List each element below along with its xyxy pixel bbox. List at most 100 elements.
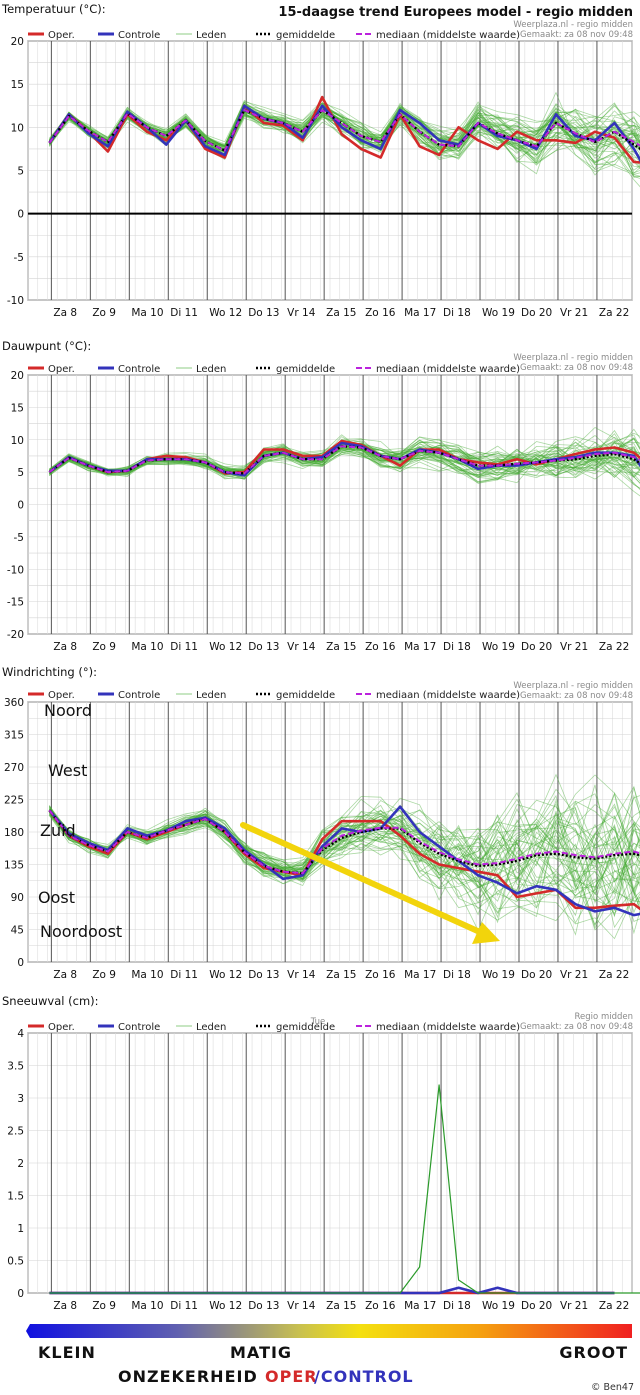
x-tick-label: Vr 21 xyxy=(560,307,588,319)
y-tick-label: 10 xyxy=(11,435,24,447)
ensemble-member-line xyxy=(49,450,640,478)
control-label: /CONTROL xyxy=(314,1367,414,1386)
direction-label-noordoost: Noordoost xyxy=(40,922,122,941)
ensemble-member-line xyxy=(49,438,640,472)
ensemble-member-line xyxy=(49,439,640,477)
legend-label-mediaan: mediaan (middelste waarde) xyxy=(376,690,520,701)
y-tick-label: 5 xyxy=(17,166,24,178)
legend-label-controle: Controle xyxy=(118,30,160,41)
source-label-3: Weerplaza.nl - regio midden xyxy=(513,681,633,691)
y-tick-label: 2.5 xyxy=(7,1126,24,1138)
legend-label-oper: Oper. xyxy=(48,30,75,41)
y-tick-label: 0 xyxy=(17,1288,24,1300)
ensemble-member-line xyxy=(49,809,640,914)
x-tick-label: Ma 17 xyxy=(404,641,436,653)
x-tick-label: Vr 21 xyxy=(560,641,588,653)
series-line-controle xyxy=(48,805,640,917)
legend-label-oper: Oper. xyxy=(48,690,75,701)
x-tick-label: Vr 21 xyxy=(560,1300,588,1312)
series-line-mediaan xyxy=(48,445,640,475)
y-tick-label: 4 xyxy=(17,1028,24,1040)
x-tick-label: Zo 16 xyxy=(365,1300,396,1312)
legend-label-gemiddelde: gemiddelde xyxy=(276,364,335,375)
ensemble-member-line xyxy=(49,446,640,474)
ensemble-member-line xyxy=(49,436,640,474)
legend-label-leden: Leden xyxy=(196,690,226,701)
ensemble-member-line xyxy=(49,448,640,489)
y-tick-label: -10 xyxy=(7,564,24,576)
stamp-label: Tue xyxy=(310,1017,326,1027)
ensemble-member-line xyxy=(49,792,640,879)
scale-matig: MATIG xyxy=(230,1343,292,1362)
legend-label-leden: Leden xyxy=(196,30,226,41)
x-tick-label: Zo 9 xyxy=(92,969,116,981)
y-tick-label: 0 xyxy=(17,957,24,969)
uncertainty-label: ONZEKERHEID xyxy=(118,1367,258,1386)
series-line-mediaan xyxy=(48,109,640,152)
ensemble-member-line xyxy=(49,108,640,168)
ensemble-member-line xyxy=(49,102,640,160)
legend-label-gemiddelde: gemiddelde xyxy=(276,690,335,701)
ensemble-member-line xyxy=(49,798,640,936)
ensemble-member-line xyxy=(49,797,640,935)
ensemble-member-line xyxy=(49,773,640,883)
y-tick-label: -5 xyxy=(14,252,24,264)
series-line-oper xyxy=(48,809,640,911)
x-tick-label: Do 20 xyxy=(521,1300,552,1312)
direction-label-noord: Noord xyxy=(44,701,92,720)
x-tick-label: Ma 10 xyxy=(131,1300,163,1312)
x-tick-label: Za 15 xyxy=(326,969,356,981)
y-tick-label: 10 xyxy=(11,122,24,134)
y-tick-label: 3 xyxy=(17,1093,24,1105)
series-line-controle xyxy=(48,104,640,163)
y-tick-label: 135 xyxy=(4,860,24,872)
legend-snow: Oper. Controle Leden gemiddelde mediaan (mid… xyxy=(28,1022,520,1033)
ensemble-member-line xyxy=(49,805,640,890)
x-tick-label: Ma 17 xyxy=(404,1300,436,1312)
legend-label-mediaan: mediaan (middelste waarde) xyxy=(376,1022,520,1033)
legend-wind: Oper. Controle Leden gemiddelde mediaan (mid… xyxy=(28,690,520,701)
legend-label-oper: Oper. xyxy=(48,364,75,375)
ensemble-member-line xyxy=(49,800,640,900)
x-tick-label: Do 13 xyxy=(248,307,279,319)
made-label: Gemaakt: za 08 nov 09:48 xyxy=(520,30,633,40)
legend-label-controle: Controle xyxy=(118,1022,160,1033)
page-title: 15-daagse trend Europees model - regio m… xyxy=(278,5,633,20)
wind-chart: 0 45 90 135 180 225 270 315 360 Za 8 Zo 9 Ma 10 Di 1… xyxy=(4,697,640,981)
x-tick-label: Do 13 xyxy=(248,1300,279,1312)
y-tick-label: 2 xyxy=(17,1158,24,1170)
legend-label-controle: Controle xyxy=(118,690,160,701)
x-tick-label: Wo 12 xyxy=(209,969,242,981)
x-tick-label: Za 15 xyxy=(326,307,356,319)
made-label-4: Gemaakt: za 08 nov 09:48 xyxy=(520,1022,633,1032)
ensemble-member-line xyxy=(49,101,640,150)
ensemble-member-line xyxy=(49,450,640,484)
legend-label-mediaan: mediaan (middelste waarde) xyxy=(376,30,520,41)
ensemble-member-line xyxy=(49,104,640,155)
ensemble-member-line xyxy=(49,792,640,880)
x-tick-label: Do 20 xyxy=(521,641,552,653)
x-tick-label: Wo 12 xyxy=(209,307,242,319)
y-tick-label: 45 xyxy=(11,925,24,937)
y-tick-label: 180 xyxy=(4,827,24,839)
ensemble-member-line xyxy=(49,103,640,158)
ensemble-member-line xyxy=(49,433,640,479)
x-tick-label: Do 20 xyxy=(521,969,552,981)
x-tick-label: Za 22 xyxy=(599,307,629,319)
dewpoint-title: Dauwpunt (°C): xyxy=(2,339,91,353)
y-tick-label: 315 xyxy=(4,730,24,742)
source-label: Weerplaza.nl - regio midden xyxy=(513,20,633,30)
made-label-2: Gemaakt: za 08 nov 09:48 xyxy=(520,363,633,373)
legend-label-oper: Oper. xyxy=(48,1022,75,1033)
y-tick-label: 360 xyxy=(4,697,24,709)
x-tick-label: Za 22 xyxy=(599,1300,629,1312)
x-tick-label: Di 11 xyxy=(170,641,198,653)
ensemble-member-line xyxy=(49,99,640,146)
ensemble-member-line xyxy=(49,104,640,188)
ensemble-member-line xyxy=(49,101,640,150)
ensemble-member-line xyxy=(49,811,640,917)
y-tick-label: 5 xyxy=(17,467,24,479)
ensemble-member-line xyxy=(49,800,640,914)
x-tick-label: Zo 9 xyxy=(92,641,116,653)
ensemble-member-line xyxy=(49,809,640,909)
